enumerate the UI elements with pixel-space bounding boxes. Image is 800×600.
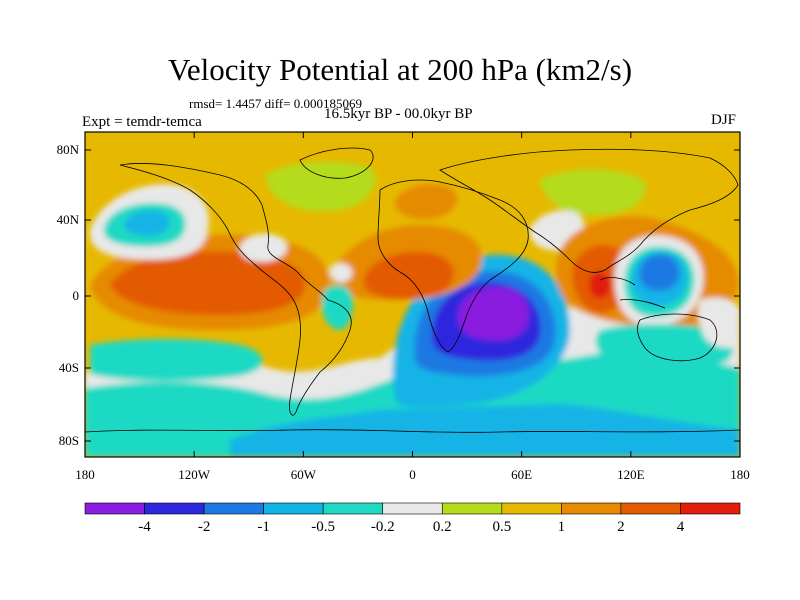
lon-tick-label: 180 xyxy=(75,467,95,482)
axis-ticks xyxy=(84,132,741,457)
contour-band-green-natlantic xyxy=(265,161,376,212)
contour-band-lightblue-npacific xyxy=(124,210,170,236)
colorbar-swatch xyxy=(263,502,324,515)
lat-tick-label: 40N xyxy=(56,212,79,227)
time-period-label: 16.5kyr BP - 00.0kyr BP xyxy=(324,106,473,122)
colorbar-label: -0.5 xyxy=(311,519,336,535)
colorbar-label: 2 xyxy=(617,519,625,535)
lon-tick-label: 60E xyxy=(511,467,533,482)
contour-band-orange-mediterranean xyxy=(394,184,458,220)
lon-tick-label: 180 xyxy=(730,467,750,482)
contour-band-neutral-eastedge xyxy=(697,297,740,348)
contour-field xyxy=(85,132,740,457)
colorbar-label: 1 xyxy=(557,519,566,535)
contour-band-cyan-brazil xyxy=(322,285,353,330)
contour-band-green-eurasia xyxy=(540,169,646,215)
lon-tick-label: 120E xyxy=(617,467,645,482)
figure-title: Velocity Potential at 200 hPa (km2/s) xyxy=(167,52,633,87)
colorbar-swatch xyxy=(561,502,622,515)
colorbar-swatch xyxy=(680,502,741,515)
colorbar xyxy=(84,502,741,515)
contour-band-neutral-caribbean xyxy=(329,262,353,283)
lat-tick-label: 40S xyxy=(58,360,79,375)
colorbar-swatch xyxy=(620,502,681,515)
lon-tick-label: 60W xyxy=(290,467,316,482)
colorbar-swatch xyxy=(203,502,264,515)
colorbar-label: -4 xyxy=(138,519,151,535)
colorbar-label: -0.2 xyxy=(370,519,395,535)
colorbar-swatch xyxy=(382,502,443,515)
contour-band-purple-indian xyxy=(458,286,529,341)
lat-tick-label: 0 xyxy=(72,288,80,303)
colorbar-swatch xyxy=(441,502,503,515)
colorbar-swatch xyxy=(144,502,205,515)
lat-tick-label: 80S xyxy=(58,433,79,448)
contour-band-lightblue-south xyxy=(230,404,740,457)
colorbar-label: 4 xyxy=(676,519,685,535)
contour-band-cyan-australia xyxy=(595,324,734,368)
contour-band-darkred-seasia xyxy=(589,272,611,299)
contour-band-cyan-sepacific xyxy=(90,338,263,382)
colorbar-label: 0.5 xyxy=(492,519,512,535)
contour-band-red-pacific xyxy=(110,251,305,315)
colorbar-label: -2 xyxy=(197,519,211,535)
lon-tick-label: 0 xyxy=(409,467,416,482)
experiment-label: Expt = temdr-temca xyxy=(82,114,202,130)
rmsd-diff-stats: rmsd= 1.4457 diff= 0.000185069 xyxy=(189,96,362,111)
season-label: DJF xyxy=(710,112,736,128)
colorbar-swatch xyxy=(84,502,145,515)
contour-band-neutral-usa xyxy=(239,233,288,262)
colorbar-swatch xyxy=(322,502,384,515)
colorbar-label: 0.2 xyxy=(432,519,452,535)
contour-band-red-africa xyxy=(363,251,454,299)
contour-band-blue-wpacific xyxy=(639,254,680,291)
coastlines xyxy=(85,147,740,433)
colorbar-swatch xyxy=(501,502,562,515)
colorbar-label: -1 xyxy=(257,519,270,535)
lon-tick-label: 120W xyxy=(178,467,211,482)
lat-tick-label: 80N xyxy=(56,142,79,157)
